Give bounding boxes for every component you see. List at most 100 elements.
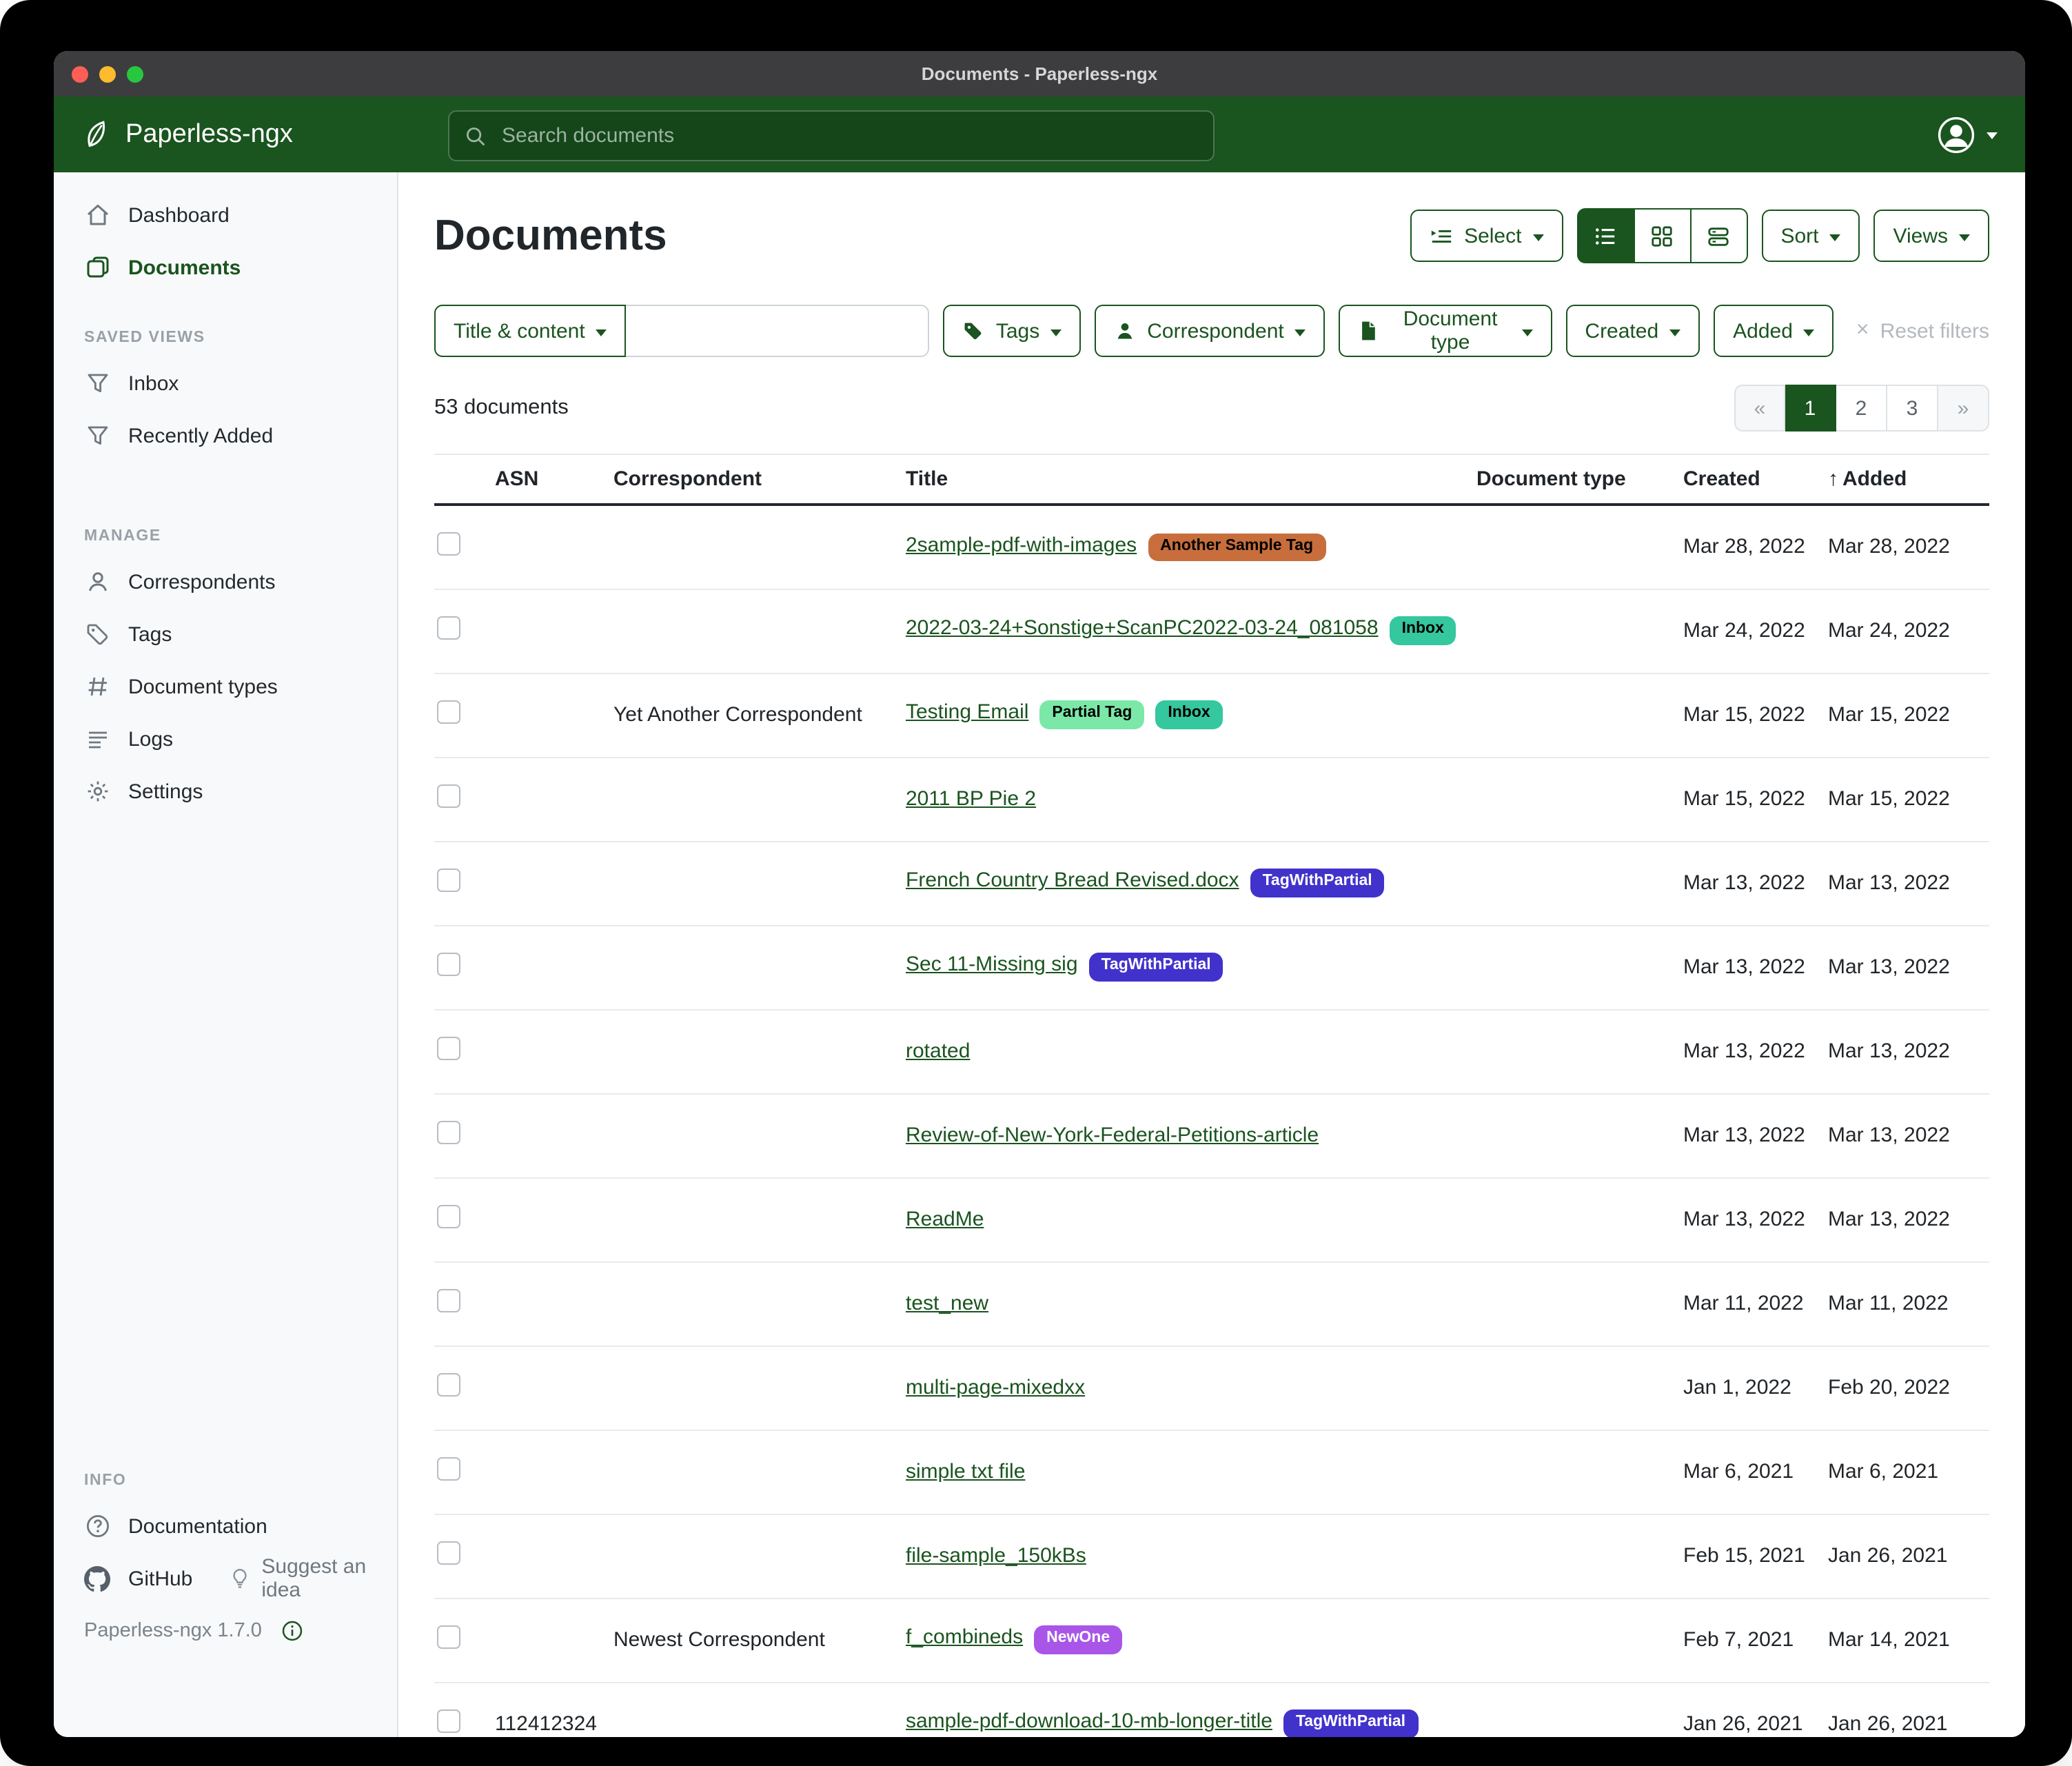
row-checkbox[interactable] [437, 1541, 460, 1565]
row-checkbox[interactable] [437, 1289, 460, 1312]
sidebar-item-label: Documents [128, 256, 241, 279]
sidebar-item-correspondents[interactable]: Correspondents [54, 556, 397, 608]
document-title-link[interactable]: Review-of-New-York-Federal-Petitions-art… [906, 1124, 1319, 1147]
row-checkbox[interactable] [437, 1373, 460, 1397]
row-checkbox[interactable] [437, 1037, 460, 1060]
user-menu[interactable] [1937, 97, 1998, 172]
created-cell: Mar 24, 2022 [1672, 589, 1817, 673]
filter-search-input[interactable] [626, 305, 930, 357]
question-circle-icon [84, 1514, 110, 1539]
sidebar-item-logs[interactable]: Logs [54, 713, 397, 765]
grid-view-button[interactable] [1634, 208, 1692, 263]
header-asn[interactable]: ASN [484, 454, 602, 506]
row-checkbox[interactable] [437, 1457, 460, 1481]
tag-badge[interactable]: Partial Tag [1039, 700, 1145, 729]
sidebar-item-documentation[interactable]: Documentation [54, 1500, 397, 1552]
sidebar-item-settings[interactable]: Settings [54, 765, 397, 818]
tag-badge[interactable]: Inbox [1389, 616, 1456, 645]
title-cell: Sec 11-Missing sig TagWithPartial [895, 925, 1465, 1010]
tag-badge[interactable]: TagWithPartial [1250, 869, 1385, 897]
tag-badge[interactable]: Another Sample Tag [1148, 533, 1326, 561]
row-checkbox[interactable] [437, 784, 460, 808]
title-cell: 2011 BP Pie 2 [895, 757, 1465, 842]
created-filter-button[interactable]: Created [1565, 305, 1700, 357]
row-checkbox[interactable] [437, 1205, 460, 1228]
doctype-cell [1465, 1093, 1672, 1178]
header-title[interactable]: Title [895, 454, 1465, 506]
row-checkbox[interactable] [437, 532, 460, 556]
sidebar-item-label: Inbox [128, 372, 179, 395]
sort-button[interactable]: Sort [1761, 210, 1860, 262]
row-checkbox[interactable] [437, 1121, 460, 1144]
brand[interactable]: Paperless-ngx [81, 119, 293, 150]
close-window-button[interactable] [72, 65, 88, 82]
sidebar-item-recently-added[interactable]: Recently Added [54, 409, 397, 462]
zoom-window-button[interactable] [127, 65, 143, 82]
tag-badge[interactable]: TagWithPartial [1088, 953, 1223, 982]
global-search[interactable] [448, 110, 1215, 161]
table-row: 2022-03-24+Sonstige+ScanPC2022-03-24_081… [434, 589, 1989, 673]
sidebar-item-label: Suggest an idea [261, 1555, 367, 1602]
sidebar-item-documents[interactable]: Documents [54, 241, 397, 294]
header-created[interactable]: Created [1672, 454, 1817, 506]
title-cell: test_new [895, 1261, 1465, 1346]
tag-badge[interactable]: Inbox [1155, 700, 1223, 729]
document-title-link[interactable]: 2011 BP Pie 2 [906, 787, 1037, 811]
pagination-page-1[interactable]: 1 [1785, 385, 1836, 432]
document-title-link[interactable]: ReadMe [906, 1208, 984, 1231]
document-title-link[interactable]: Sec 11-Missing sig [906, 953, 1078, 977]
row-checkbox[interactable] [437, 869, 460, 892]
row-checkbox[interactable] [437, 700, 460, 724]
sidebar-item-inbox[interactable]: Inbox [54, 357, 397, 409]
document-title-link[interactable]: simple txt file [906, 1460, 1026, 1483]
sidebar-item-dashboard[interactable]: Dashboard [54, 189, 397, 241]
document-title-link[interactable]: rotated [906, 1039, 971, 1063]
document-title-link[interactable]: French Country Bread Revised.docx [906, 869, 1239, 893]
document-title-link[interactable]: sample-pdf-download-10-mb-longer-title [906, 1709, 1272, 1734]
document-title-link[interactable]: Testing Email [906, 700, 1029, 724]
created-cell: Mar 13, 2022 [1672, 1009, 1817, 1094]
reset-filters-button[interactable]: × Reset filters [1856, 319, 1989, 343]
document-title-link[interactable]: test_new [906, 1292, 989, 1315]
document-type-filter-button[interactable]: Document type [1339, 305, 1552, 357]
detail-view-button[interactable] [1691, 208, 1748, 263]
search-input[interactable] [499, 123, 1198, 149]
title-cell: simple txt file [895, 1430, 1465, 1514]
pagination-first[interactable]: « [1734, 385, 1785, 432]
sidebar-item-document-types[interactable]: Document types [54, 660, 397, 713]
minimize-window-button[interactable] [99, 65, 116, 82]
pagination-page-3[interactable]: 3 [1887, 385, 1938, 432]
table-row: test_new Mar 11, 2022 Mar 11, 2022 [434, 1261, 1989, 1346]
tag-badge[interactable]: TagWithPartial [1283, 1709, 1419, 1737]
row-checkbox[interactable] [437, 953, 460, 976]
document-title-link[interactable]: 2sample-pdf-with-images [906, 533, 1137, 556]
document-title-link[interactable]: 2022-03-24+Sonstige+ScanPC2022-03-24_081… [906, 616, 1379, 640]
document-title-link[interactable]: file-sample_150kBs [906, 1544, 1086, 1567]
tag-badge[interactable]: NewOne [1034, 1625, 1123, 1654]
sidebar-item-tags[interactable]: Tags [54, 608, 397, 660]
pagination-page-2[interactable]: 2 [1836, 385, 1887, 432]
sidebar-item-github[interactable]: GitHub [84, 1565, 192, 1592]
header-correspondent[interactable]: Correspondent [602, 454, 895, 506]
document-title-link[interactable]: f_combineds [906, 1625, 1024, 1650]
correspondent-filter-button[interactable]: Correspondent [1095, 305, 1326, 357]
row-checkbox[interactable] [437, 616, 460, 640]
row-checkbox[interactable] [437, 1709, 460, 1733]
reset-filters-label: Reset filters [1880, 319, 1989, 343]
views-button[interactable]: Views [1873, 210, 1989, 262]
header-added[interactable]: ↑ Added [1817, 454, 1989, 506]
row-checkbox[interactable] [437, 1625, 460, 1649]
tags-filter-button[interactable]: Tags [943, 305, 1081, 357]
sidebar-item-label: Settings [128, 780, 203, 803]
created-cell: Mar 28, 2022 [1672, 505, 1817, 589]
select-button[interactable]: Select [1410, 210, 1563, 262]
person-icon [84, 569, 110, 594]
info-circle-icon[interactable] [281, 1620, 303, 1642]
list-view-button[interactable] [1576, 208, 1635, 263]
header-document-type[interactable]: Document type [1465, 454, 1672, 506]
pagination-last[interactable]: » [1938, 385, 1989, 432]
sidebar-item-suggest-idea[interactable]: Suggest an idea [228, 1555, 397, 1602]
document-title-link[interactable]: multi-page-mixedxx [906, 1376, 1086, 1399]
added-filter-button[interactable]: Added [1714, 305, 1834, 357]
filter-field-button[interactable]: Title & content [434, 305, 627, 357]
